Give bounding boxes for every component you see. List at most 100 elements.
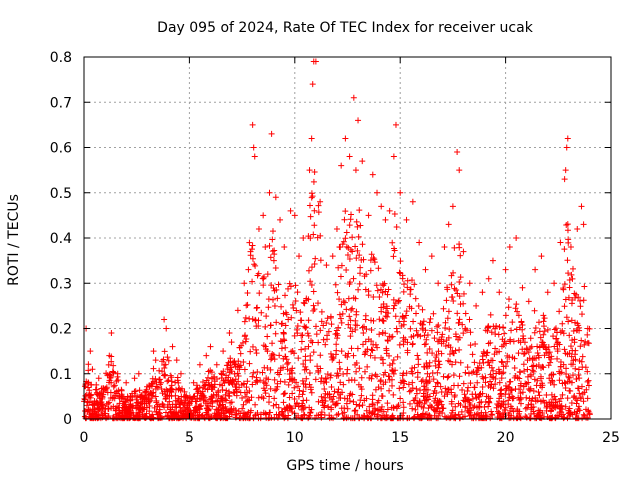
data-point	[367, 352, 374, 359]
data-point	[142, 394, 149, 401]
data-point	[386, 362, 393, 369]
data-point	[540, 312, 547, 319]
data-point	[280, 310, 287, 317]
data-point	[265, 376, 272, 383]
data-point	[569, 296, 576, 303]
data-point	[436, 361, 443, 368]
data-point	[409, 365, 416, 372]
data-point	[552, 396, 559, 403]
data-point	[332, 281, 339, 288]
data-point	[539, 339, 546, 346]
data-point	[431, 387, 438, 394]
data-point	[360, 341, 367, 348]
data-point	[456, 346, 463, 353]
data-point	[564, 227, 571, 234]
data-point	[400, 288, 407, 295]
data-point	[311, 207, 318, 214]
data-point	[540, 323, 547, 330]
data-point	[491, 351, 498, 358]
data-point	[344, 366, 351, 373]
data-point	[245, 409, 252, 416]
data-point	[565, 270, 572, 277]
data-point	[383, 347, 390, 354]
data-point	[408, 368, 415, 375]
data-point	[156, 410, 163, 417]
data-point	[487, 339, 494, 346]
data-point	[349, 248, 356, 255]
data-point	[277, 367, 284, 374]
data-point	[221, 379, 228, 386]
data-point	[376, 316, 383, 323]
y-tick-label: 0.3	[50, 276, 72, 292]
data-point	[523, 381, 530, 388]
data-point	[563, 314, 570, 321]
data-point	[266, 393, 273, 400]
data-point	[420, 390, 427, 397]
data-point	[204, 386, 211, 393]
data-point	[557, 403, 564, 410]
data-point	[571, 336, 578, 343]
data-point	[574, 225, 581, 232]
data-point	[470, 404, 477, 411]
data-point	[310, 231, 317, 238]
data-point	[168, 378, 175, 385]
data-point	[164, 404, 171, 411]
data-point	[465, 384, 472, 391]
data-point	[226, 409, 233, 416]
data-point	[119, 409, 126, 416]
data-point	[289, 390, 296, 397]
data-point	[161, 316, 168, 323]
data-point	[142, 415, 149, 422]
data-point	[357, 270, 364, 277]
data-point	[394, 328, 401, 335]
data-point	[274, 295, 281, 302]
data-point	[446, 326, 453, 333]
data-point	[232, 384, 239, 391]
data-point	[496, 395, 503, 402]
data-point	[445, 342, 452, 349]
data-point	[283, 404, 290, 411]
data-point	[450, 382, 457, 389]
data-point	[228, 379, 235, 386]
data-point	[413, 327, 420, 334]
data-point	[223, 387, 230, 394]
data-point	[337, 379, 344, 386]
data-point	[551, 381, 558, 388]
data-point	[165, 357, 172, 364]
data-point	[348, 211, 355, 218]
data-point	[262, 410, 269, 417]
data-point	[564, 257, 571, 264]
data-point	[455, 400, 462, 407]
data-point	[86, 399, 93, 406]
data-point	[285, 359, 292, 366]
data-point	[356, 252, 363, 259]
data-point	[227, 406, 234, 413]
data-point	[501, 330, 508, 337]
data-point	[576, 327, 583, 334]
data-point	[291, 212, 298, 219]
data-point	[149, 380, 156, 387]
data-point	[521, 339, 528, 346]
data-point	[580, 398, 587, 405]
data-point	[389, 382, 396, 389]
data-point	[396, 385, 403, 392]
data-point	[268, 130, 275, 137]
data-point	[343, 267, 350, 274]
data-point	[511, 355, 518, 362]
data-point	[196, 384, 203, 391]
data-point	[372, 371, 379, 378]
data-point	[562, 385, 569, 392]
data-point	[344, 252, 351, 259]
data-point	[349, 234, 356, 241]
data-point	[460, 248, 467, 255]
data-point	[182, 397, 189, 404]
data-point	[521, 350, 528, 357]
data-point	[153, 397, 160, 404]
data-point	[353, 308, 360, 315]
data-point	[565, 318, 572, 325]
data-point	[506, 296, 513, 303]
data-point	[523, 345, 530, 352]
data-point	[540, 343, 547, 350]
data-point	[350, 352, 357, 359]
